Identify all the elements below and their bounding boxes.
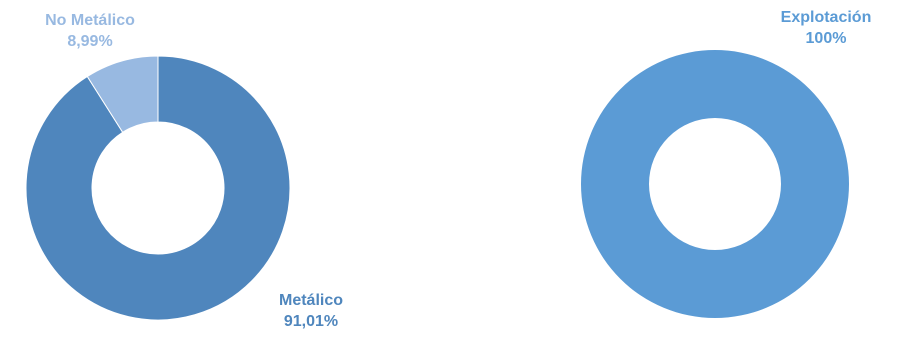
donut-chart-activity: Explotación 100% xyxy=(581,9,871,318)
value-label: 8,99% xyxy=(67,33,112,50)
category-label: No Metálico xyxy=(45,12,135,29)
data-label-no-metalico: No Metálico 8,99% xyxy=(45,12,135,50)
category-label: Explotación xyxy=(781,9,872,26)
value-label: 91,01% xyxy=(284,313,338,330)
value-label: 100% xyxy=(806,30,847,47)
slice-metalico xyxy=(25,55,291,321)
data-label-metalico: Metálico 91,01% xyxy=(279,292,343,330)
slice-no-metalico xyxy=(86,55,159,133)
data-label-explotacion: Explotación 100% xyxy=(781,9,872,47)
donut-chart-material-type: No Metálico 8,99% Metálico 91,01% xyxy=(25,12,343,330)
category-label: Metálico xyxy=(279,292,343,309)
slice-explotacion xyxy=(581,50,849,318)
